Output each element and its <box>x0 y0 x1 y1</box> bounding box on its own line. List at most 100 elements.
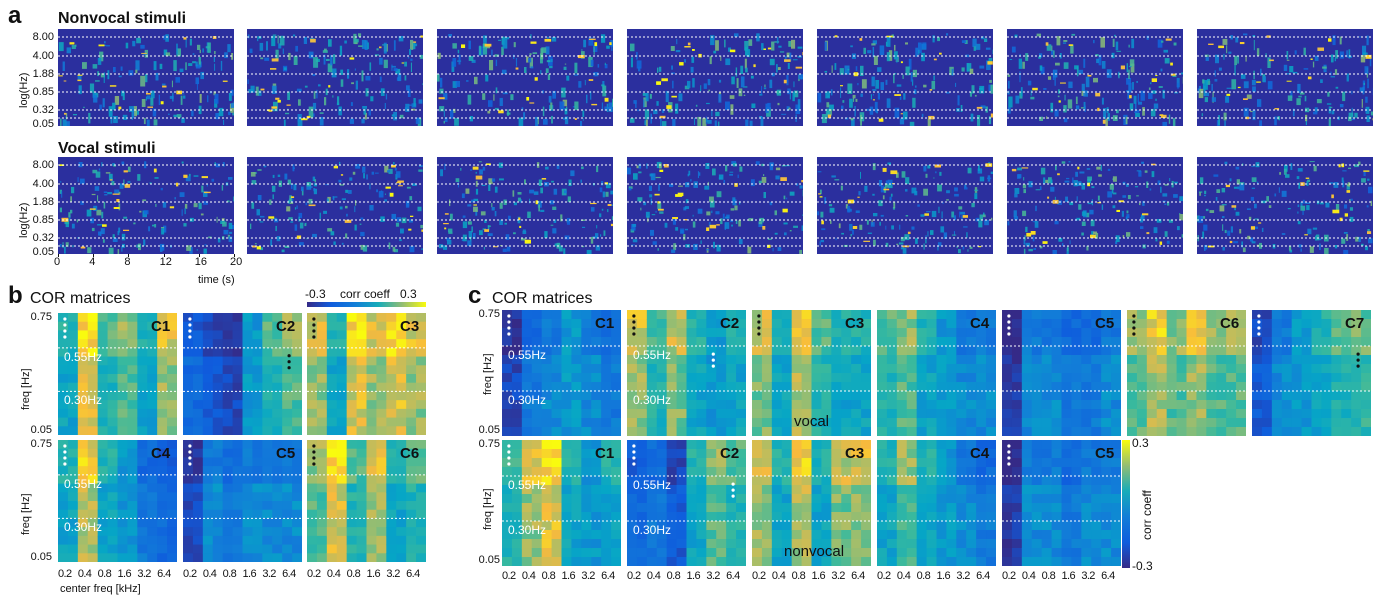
spectrogram-energy <box>232 112 234 116</box>
spectrogram-energy <box>1202 79 1205 84</box>
spectrogram-energy <box>1095 54 1099 57</box>
cor-cell <box>611 467 621 477</box>
cor-cell <box>67 448 79 459</box>
cor-cell <box>137 408 148 419</box>
panel-b-matrix-C3-label: C3 <box>400 318 420 335</box>
spectrogram-energy <box>355 80 358 90</box>
spectrogram-energy <box>264 57 270 61</box>
cor-cell <box>242 466 254 476</box>
cor-cell <box>926 427 938 436</box>
spectrogram-energy <box>925 238 927 244</box>
cor-cell <box>716 364 727 374</box>
cor-cell <box>1176 319 1188 329</box>
cor-cell <box>926 346 938 356</box>
cor-cell <box>541 440 553 450</box>
cor-cell <box>906 400 918 410</box>
spectrogram-energy <box>590 91 592 100</box>
spectrogram-energy <box>923 188 928 196</box>
spectrogram-energy <box>1177 226 1180 231</box>
cor-cell <box>252 466 263 476</box>
cor-cell <box>736 337 746 347</box>
spectrogram-energy <box>1204 195 1206 197</box>
cor-cell <box>147 474 158 485</box>
spectrogram-energy <box>775 167 781 171</box>
spectrogram-energy <box>197 44 201 50</box>
cor-cell <box>1271 319 1283 329</box>
cor-cell <box>202 347 214 358</box>
cor-cell <box>87 544 99 554</box>
spectrogram-energy <box>257 38 259 42</box>
cor-cell <box>117 440 129 450</box>
cor-cell <box>926 328 938 338</box>
cor-cell <box>97 426 109 435</box>
spectrogram-energy <box>638 163 642 169</box>
cor-cell <box>1301 400 1313 410</box>
cor-cell <box>511 409 523 419</box>
spectrogram-energy <box>923 165 927 172</box>
cor-cell <box>601 409 612 419</box>
cor-cell <box>716 418 727 428</box>
spectrogram-energy <box>1226 45 1228 54</box>
spectrogram-energy <box>946 33 949 36</box>
cor-cell <box>1186 418 1198 428</box>
cor-cell <box>1031 400 1043 410</box>
cor-cell <box>861 418 871 428</box>
spectrogram-energy <box>150 97 154 106</box>
spectrogram-energy <box>465 188 470 194</box>
cor-cell <box>611 440 621 450</box>
cor-cell <box>1051 409 1063 419</box>
spectrogram-energy <box>224 52 228 59</box>
significance-dot <box>1257 332 1261 336</box>
cor-cell <box>811 337 823 347</box>
cor-cell <box>646 418 658 428</box>
cor-cell <box>601 521 612 531</box>
cor-cell <box>706 400 717 410</box>
spectrogram-energy <box>517 197 521 202</box>
cor-cell <box>906 427 918 436</box>
spectrogram-energy <box>1348 167 1351 169</box>
cor-cell <box>232 347 244 358</box>
spectrogram-peak <box>183 174 188 178</box>
spectrogram-energy <box>1134 111 1137 113</box>
cor-cell <box>1061 427 1073 436</box>
cor-cell <box>1291 346 1303 356</box>
cor-cell <box>726 418 737 428</box>
cor-cell <box>646 458 658 468</box>
spectrogram-energy <box>851 118 855 126</box>
cor-cell <box>1051 418 1063 428</box>
spectrogram-energy <box>1181 234 1183 238</box>
spectrogram-peak <box>671 95 677 98</box>
cor-cell <box>406 321 417 332</box>
cor-cell <box>511 328 523 338</box>
cor-cell <box>202 448 214 459</box>
spectrogram-energy <box>927 119 931 126</box>
cor-cell <box>1021 418 1033 428</box>
cor-cell <box>107 492 119 502</box>
cor-cell <box>147 321 158 332</box>
cor-cell <box>167 313 177 323</box>
cor-cell <box>581 539 592 549</box>
cor-cell <box>77 535 89 546</box>
spectrogram-energy <box>410 62 412 73</box>
cor-cell <box>242 400 254 410</box>
cor-cell <box>706 427 717 436</box>
cor-cell <box>1341 319 1352 329</box>
cor-cell <box>1101 418 1112 428</box>
cor-cell <box>736 346 746 356</box>
cor-cell <box>511 449 523 459</box>
cor-cell <box>252 374 263 384</box>
cor-cell <box>282 356 293 366</box>
cor-cell <box>212 474 224 485</box>
spectrogram-energy <box>969 246 973 249</box>
cor-cell <box>666 382 678 392</box>
cor-cell <box>346 408 358 419</box>
spectrogram-energy <box>1111 52 1115 59</box>
cor-cell <box>167 365 177 375</box>
spectrogram-peak <box>1170 62 1173 66</box>
spectrogram-energy <box>1236 179 1240 185</box>
cor-cell <box>541 310 553 320</box>
spectrogram-energy <box>964 184 967 189</box>
cor-cell <box>1321 391 1332 401</box>
spectrogram-peak <box>296 235 302 239</box>
spectrogram-energy <box>638 66 641 72</box>
